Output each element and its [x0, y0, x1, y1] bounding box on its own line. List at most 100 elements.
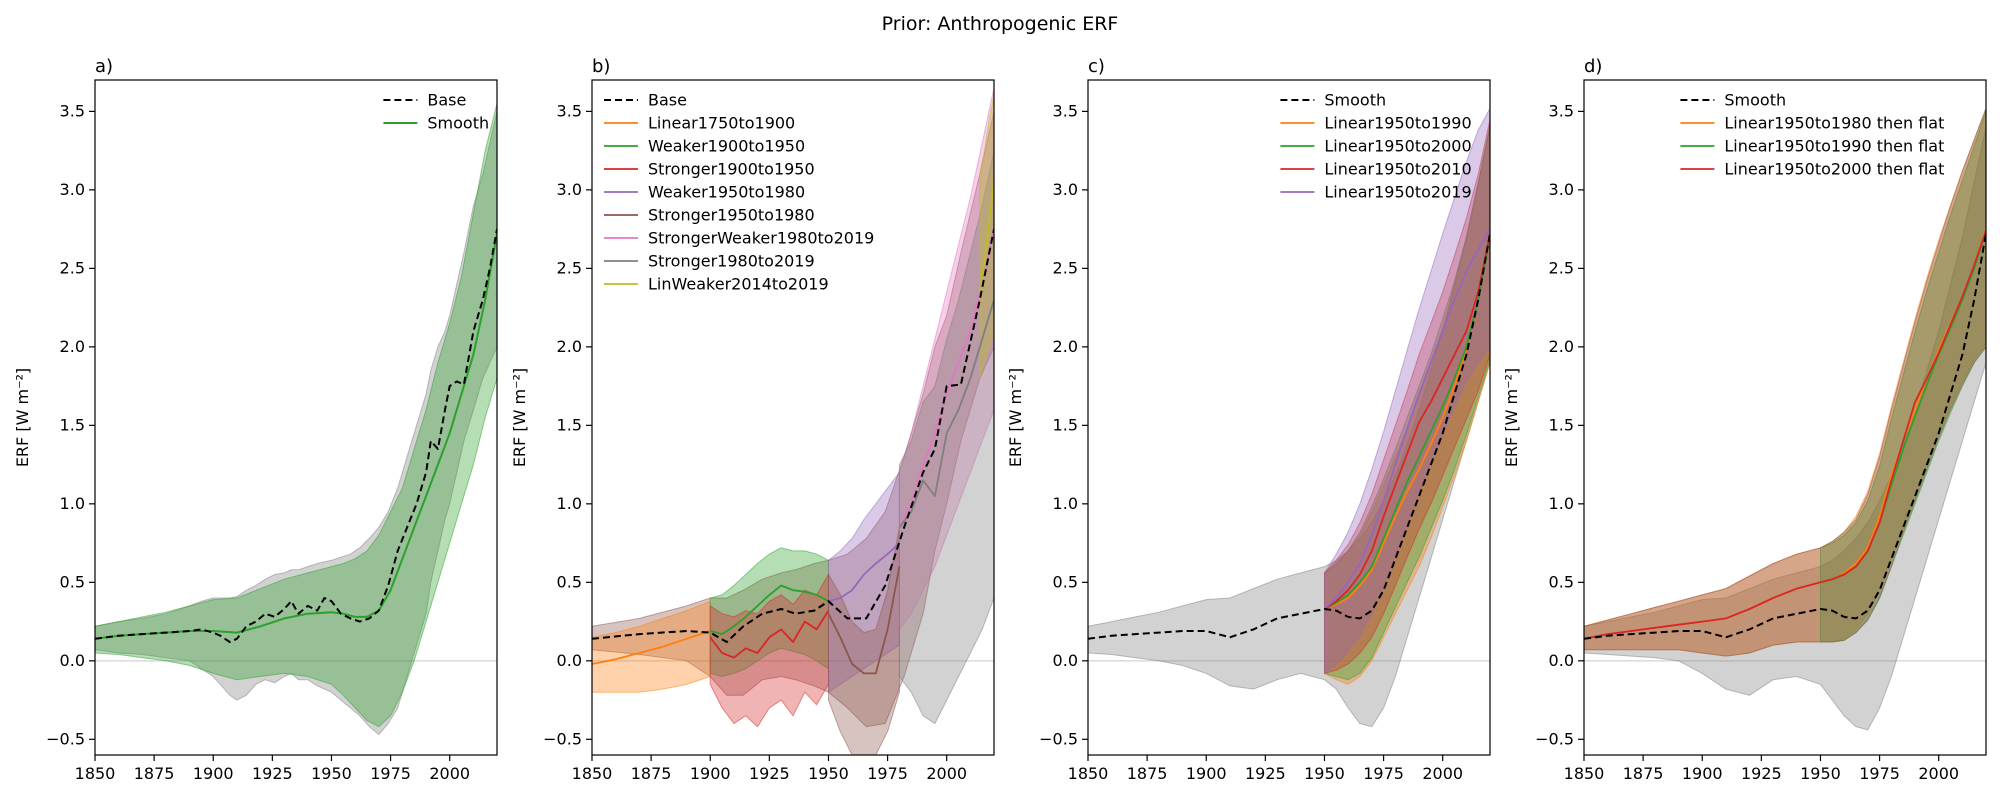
- x-tick-label: 1950: [1304, 764, 1345, 783]
- legend-label: Base: [648, 91, 687, 110]
- legend-label: Stronger1900to1950: [648, 160, 815, 179]
- y-tick-label: −0.5: [543, 729, 582, 748]
- series-line: [592, 228, 994, 643]
- y-tick-label: −0.5: [1535, 729, 1574, 748]
- y-tick-label: 3.0: [557, 180, 582, 199]
- series-line: [709, 610, 830, 659]
- plot-area: [1584, 108, 1986, 731]
- uncertainty-band: [1324, 108, 1490, 675]
- x-tick-label: 1850: [572, 764, 613, 783]
- series-line: [898, 228, 994, 528]
- uncertainty-bands: [95, 103, 497, 736]
- y-tick-label: 2.0: [1053, 337, 1078, 356]
- x-tick-label: 1950: [1800, 764, 1841, 783]
- legend-label: StrongerWeaker1980to2019: [648, 229, 874, 248]
- x-tick-label: 1925: [749, 764, 790, 783]
- y-tick-label: 3.5: [1053, 101, 1078, 120]
- panel-4: 1850 1875 1900 1925 1950 1975 2000 −0.5 0.0 0.5 1.…: [1502, 56, 1987, 783]
- uncertainty-band: [592, 111, 994, 728]
- y-axis-label: ERF [W m⁻²]: [1006, 368, 1025, 467]
- y-axis-label: ERF [W m⁻²]: [13, 368, 32, 467]
- series-line: [1324, 233, 1490, 610]
- y-tick-label: 0.0: [1053, 651, 1078, 670]
- x-tick-label: 1850: [1068, 764, 1109, 783]
- y-tick-label: 0.5: [1053, 572, 1078, 591]
- x-tick-label: 1875: [1623, 764, 1664, 783]
- y-tick-label: 1.5: [557, 415, 582, 434]
- series-line: [1584, 230, 1986, 640]
- y-tick-label: 3.5: [1549, 101, 1574, 120]
- series-line: [709, 584, 829, 635]
- panel-label: b): [592, 56, 610, 77]
- x-tick-label: 1875: [1127, 764, 1168, 783]
- legend-label: Weaker1950to1980: [648, 183, 805, 202]
- series-line: [1324, 236, 1490, 610]
- y-tick-label: 3.5: [557, 101, 582, 120]
- y-axis-label: ERF [W m⁻²]: [510, 368, 529, 467]
- y-tick-label: 2.5: [1549, 258, 1574, 277]
- series-lines: [95, 228, 497, 643]
- y-tick-label: 2.5: [557, 258, 582, 277]
- y-tick-label: 0.5: [60, 572, 85, 591]
- y-tick-label: 0.0: [60, 651, 85, 670]
- x-tick-label: 1925: [1245, 764, 1286, 783]
- uncertainty-band: [1324, 123, 1490, 681]
- y-tick-label: 2.5: [1053, 258, 1078, 277]
- y-tick-label: 1.0: [557, 494, 582, 513]
- uncertainty-band: [1584, 108, 1986, 657]
- legend-label: Linear1950to1990 then flat: [1724, 137, 1944, 156]
- y-tick-label: 2.0: [557, 337, 582, 356]
- y-tick-label: 3.0: [60, 180, 85, 199]
- legend-label: Stronger1980to2019: [648, 252, 815, 271]
- uncertainty-band: [95, 111, 497, 736]
- axes-frame: [1583, 79, 1987, 756]
- y-tick-label: 0.0: [1549, 651, 1574, 670]
- y-tick-label: 2.0: [60, 337, 85, 356]
- legend-label: Linear1950to1980 then flat: [1724, 114, 1944, 133]
- y-tick-label: 1.0: [1053, 494, 1078, 513]
- y-tick-label: 1.5: [60, 415, 85, 434]
- panel-label: c): [1088, 56, 1105, 77]
- x-tick-label: 1850: [75, 764, 116, 783]
- panel-3: 1850 1875 1900 1925 1950 1975 2000 −0.5 0.0 0.5 1.…: [1006, 56, 1491, 783]
- panels: 1850 1875 1900 1925 1950 1975 2000 −0.5 0.0 0.5 1.…: [13, 56, 1987, 783]
- legend-label: Linear1950to2000: [1324, 137, 1471, 156]
- panel-label: a): [95, 56, 113, 77]
- x-tick-label: 1950: [311, 764, 352, 783]
- y-tick-label: 2.5: [60, 258, 85, 277]
- y-tick-label: 3.0: [1549, 180, 1574, 199]
- legend-label: Linear1950to1990: [1324, 114, 1471, 133]
- legend-label: Base: [427, 91, 466, 110]
- y-tick-label: 2.0: [1549, 337, 1574, 356]
- legend: Base Linear1750to1900 Weaker1900to1950 Stro…: [604, 91, 874, 294]
- y-tick-label: 1.0: [1549, 494, 1574, 513]
- x-tick-label: 1875: [631, 764, 672, 783]
- series-line: [978, 181, 994, 300]
- legend: Smooth Linear1950to1980 then flat Linear19…: [1680, 91, 1944, 179]
- y-tick-label: 1.0: [60, 494, 85, 513]
- x-tick-label: 1925: [1741, 764, 1782, 783]
- series-line: [95, 228, 497, 643]
- y-tick-label: 0.5: [1549, 572, 1574, 591]
- x-tick-label: 1975: [1859, 764, 1900, 783]
- uncertainty-band: [1584, 126, 1986, 731]
- x-tick-label: 1975: [1363, 764, 1404, 783]
- uncertainty-band: [95, 103, 497, 728]
- panel-2: 1850 1875 1900 1925 1950 1975 2000 −0.5 0.0 0.5 1.…: [510, 56, 995, 783]
- series-line: [592, 630, 711, 665]
- y-tick-label: −0.5: [1039, 729, 1078, 748]
- series-line: [1584, 233, 1986, 640]
- x-tick-label: 1900: [193, 764, 234, 783]
- axes-frame: [591, 79, 995, 756]
- legend-label: Smooth: [1724, 91, 1786, 110]
- y-tick-label: 0.5: [557, 572, 582, 591]
- x-tick-label: 1900: [1186, 764, 1227, 783]
- series-lines: [592, 181, 994, 675]
- panel-label: d): [1584, 56, 1602, 77]
- uncertainty-band: [1324, 127, 1490, 685]
- y-tick-label: 0.0: [557, 651, 582, 670]
- x-tick-label: 2000: [1918, 764, 1959, 783]
- legend-label: Smooth: [427, 114, 489, 133]
- x-tick-label: 1950: [808, 764, 849, 783]
